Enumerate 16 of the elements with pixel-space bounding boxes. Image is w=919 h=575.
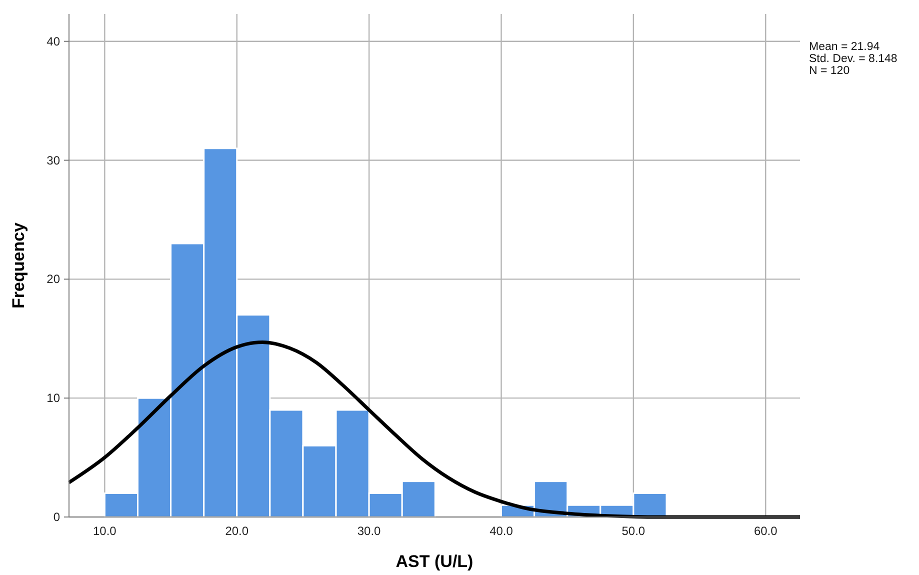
text: Mean = 21.94	[809, 41, 880, 53]
y-tick-label: 0	[53, 510, 60, 524]
x-axis-title: AST (U/L)	[396, 552, 474, 571]
text: Std. Dev. = 8.148	[809, 53, 898, 65]
y-tick-label: 20	[46, 272, 60, 286]
x-tick-label: 20.0	[225, 524, 249, 538]
x-tick-label: 10.0	[93, 524, 117, 538]
x-tick-label: 30.0	[357, 524, 382, 538]
y-axis-title: Frequency	[9, 222, 28, 308]
y-tick-label: 30	[46, 153, 60, 168]
x-tick-label: 50.0	[622, 524, 646, 538]
y-tick-label: 40	[46, 34, 60, 48]
x-tick-label: 60.0	[754, 524, 778, 538]
x-tick-label: 40.0	[490, 524, 514, 538]
y-tick-label: 10	[46, 391, 60, 406]
text: N = 120	[809, 65, 850, 77]
